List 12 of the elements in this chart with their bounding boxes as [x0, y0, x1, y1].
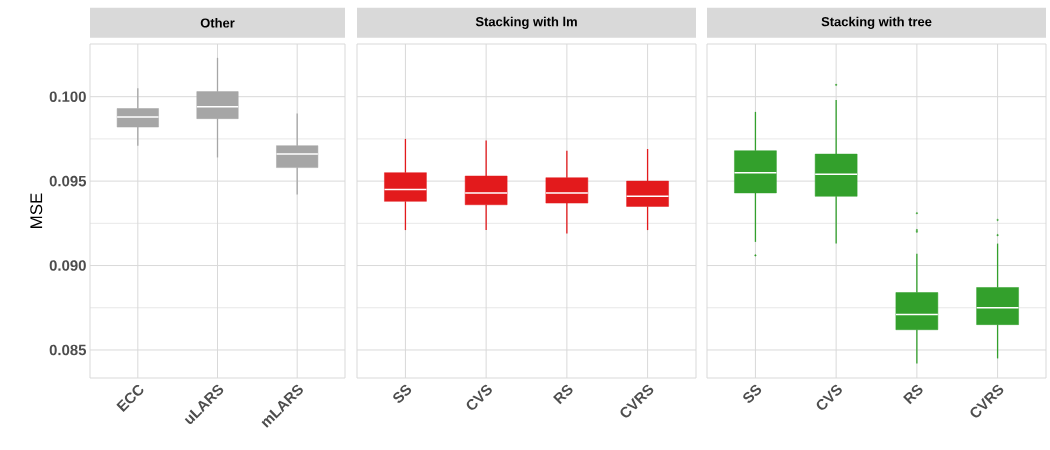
- y-tick-label: 0.085: [49, 344, 87, 356]
- y-axis-title: MSE: [30, 193, 43, 228]
- y-tick-label: 0.095: [49, 175, 87, 187]
- y-tick-label: 0.090: [49, 260, 86, 271]
- x-tick-label: SS: [393, 384, 412, 403]
- chart-title: Stacking with lm: [475, 16, 577, 29]
- x-tick-label: SS: [743, 384, 762, 403]
- x-tick-label: RS: [553, 384, 573, 405]
- y-tick-label: 0.100: [49, 91, 86, 102]
- x-tick-label: RS: [903, 384, 923, 405]
- chart-title: Other: [200, 18, 235, 28]
- chart-title: Stacking with tree: [821, 16, 932, 29]
